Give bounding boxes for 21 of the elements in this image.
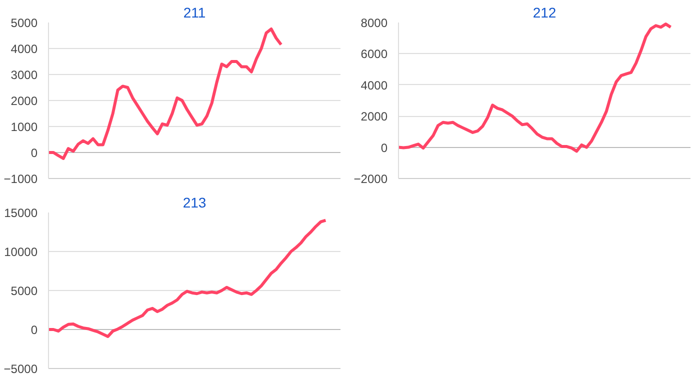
y-tick-label: 3000 [10, 68, 38, 82]
y-tick-label: 6000 [360, 47, 388, 62]
y-tick-label: 4000 [360, 78, 388, 92]
chart-title: 213 [182, 194, 206, 210]
y-tick-label: −2000 [354, 172, 388, 186]
y-tick-label: 5000 [10, 16, 38, 30]
y-tick-label: 2000 [10, 94, 38, 108]
chart-title: 212 [532, 4, 556, 20]
chart-title: 211 [183, 4, 206, 20]
y-tick-label: 1000 [10, 120, 38, 134]
y-tick-label: 0 [380, 140, 388, 155]
y-tick-label: −5000 [4, 362, 38, 376]
y-tick-label: 5000 [10, 284, 38, 298]
y-tick-label: −1000 [4, 172, 38, 186]
y-tick-label: 0 [30, 146, 38, 160]
y-tick-label: 0 [30, 323, 38, 337]
y-tick-label: 2000 [360, 110, 388, 124]
y-tick-label: 8000 [360, 16, 388, 30]
y-tick-label: 4000 [10, 42, 38, 56]
y-tick-label: 10000 [4, 245, 38, 259]
y-tick-label: 15000 [4, 206, 38, 220]
